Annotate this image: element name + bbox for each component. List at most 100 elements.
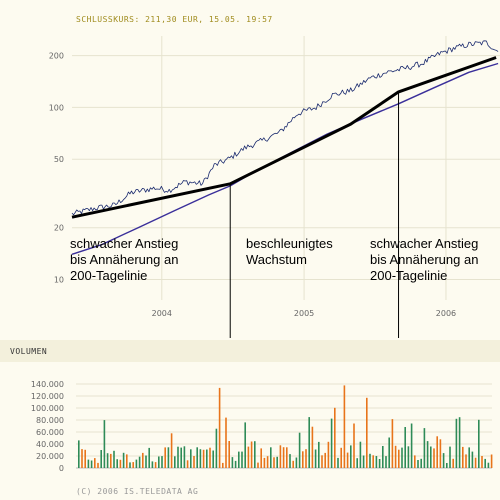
volume-bar <box>90 460 93 468</box>
volume-bar <box>113 450 115 468</box>
volume-bar <box>324 452 326 468</box>
volume-bar <box>308 417 310 468</box>
price-y-tick-label: 200 <box>49 52 64 61</box>
price-x-tick-label: 2004 <box>152 309 172 318</box>
price-x-tick-label: 2006 <box>436 309 456 318</box>
volume-bar <box>247 446 250 468</box>
volume-bar <box>250 441 253 468</box>
volume-bar <box>359 441 362 468</box>
volume-bar <box>138 456 141 468</box>
volume-bar <box>487 462 490 468</box>
volume-bar <box>97 462 99 468</box>
volume-bar <box>369 453 371 468</box>
volume-bar <box>474 457 477 468</box>
volume-bar <box>458 417 461 468</box>
volume-bar <box>276 456 278 468</box>
volume-bar <box>484 458 486 468</box>
volume-bar <box>372 455 374 468</box>
volume-bars <box>78 385 493 468</box>
price-y-tick-label: 50 <box>54 155 64 164</box>
price-y-tick-label: 100 <box>49 103 64 112</box>
volume-bar <box>222 462 224 468</box>
volume-bar <box>433 448 435 468</box>
volume-bar <box>260 448 262 468</box>
volume-bar <box>234 460 237 468</box>
volume-bar <box>382 446 384 468</box>
volume-bar <box>295 457 298 468</box>
volume-bar <box>199 449 202 468</box>
volume-bar <box>119 459 122 468</box>
volume-bar <box>116 459 118 468</box>
volume-y-tick-label: 0 <box>59 464 64 473</box>
volume-bar <box>462 446 464 468</box>
volume-bar <box>190 449 192 468</box>
volume-bar <box>228 441 230 468</box>
volume-y-tick-label: 40.000 <box>36 440 64 449</box>
volume-bar <box>225 417 227 468</box>
volume-bar <box>481 456 483 468</box>
volume-bar <box>145 455 147 468</box>
volume-bar <box>289 454 291 468</box>
volume-bar <box>452 458 454 468</box>
volume-bar <box>455 418 458 468</box>
volume-bar <box>426 441 429 468</box>
volume-bar <box>266 456 269 468</box>
volume-bar <box>94 458 96 468</box>
volume-bar <box>206 449 208 468</box>
volume-bar <box>414 455 416 468</box>
volume-bar <box>148 447 150 468</box>
volume-bar <box>439 439 442 468</box>
volume-bar <box>420 458 422 468</box>
volume-bar <box>186 460 189 468</box>
volume-bar <box>218 387 221 468</box>
volume-bar <box>87 459 90 468</box>
volume-bar <box>282 447 285 468</box>
volume-bar <box>180 447 182 468</box>
volume-bar <box>401 447 403 468</box>
volume-bar <box>318 441 320 468</box>
volume-y-tick-label: 140.000 <box>31 380 64 389</box>
volume-bar <box>478 419 480 468</box>
volume-bar <box>302 451 304 468</box>
volume-bar <box>81 449 83 468</box>
volume-bar <box>279 445 282 468</box>
volume-bar <box>298 432 301 468</box>
volume-bar <box>391 419 394 468</box>
phase-annotation-line: schwacher Anstieg <box>70 236 178 251</box>
volume-bar <box>423 428 426 468</box>
volume-bar <box>353 423 355 468</box>
volume-bar <box>257 462 259 468</box>
volume-bar <box>103 420 106 468</box>
volume-bar <box>196 447 198 468</box>
volume-bar <box>343 385 346 468</box>
price-grid <box>72 36 500 300</box>
volume-bar <box>410 423 413 468</box>
volume-bar <box>471 451 474 468</box>
volume-bar <box>337 457 339 468</box>
volume-bar <box>468 447 470 468</box>
volume-bar <box>465 454 467 468</box>
volume-header-band <box>0 340 500 362</box>
volume-bar <box>132 462 134 468</box>
volume-bar <box>212 450 214 468</box>
volume-bar <box>84 449 86 468</box>
volume-bar <box>78 440 80 468</box>
price-chart-title: SCHLUSSKURS: 211,30 EUR, 15.05. 19:57 <box>76 15 273 24</box>
volume-bar <box>273 457 275 468</box>
volume-bar <box>314 449 317 468</box>
volume-bar <box>449 446 451 468</box>
volume-bar <box>174 456 176 468</box>
volume-y-tick-label: 20.000 <box>36 452 64 461</box>
volume-bar <box>334 407 336 468</box>
phase-annotation-line: schwacher Anstieg <box>370 236 478 251</box>
volume-bar <box>183 446 186 468</box>
trend-line <box>71 56 497 219</box>
volume-bar <box>346 452 349 468</box>
volume-bar <box>193 456 195 468</box>
volume-bar <box>238 451 240 468</box>
phase-annotation-line: bis Annäherung an <box>370 252 478 267</box>
volume-bar <box>244 422 246 468</box>
price-series-group <box>71 40 499 255</box>
